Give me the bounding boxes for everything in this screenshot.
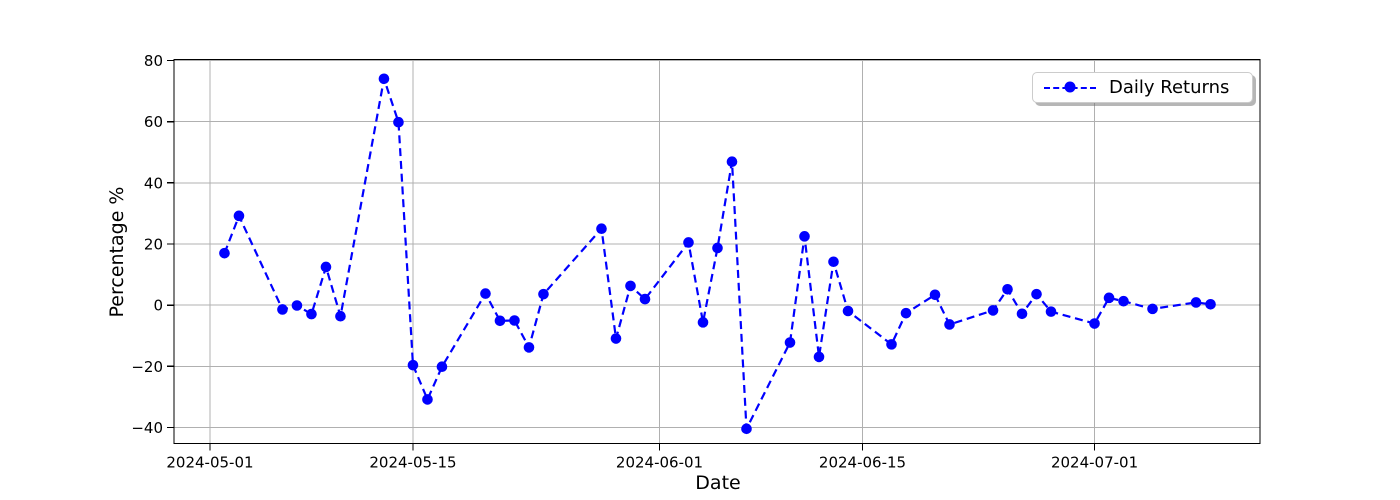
y-tick-label: 20 bbox=[144, 236, 163, 254]
y-tick-label: −40 bbox=[131, 419, 163, 437]
data-point-marker bbox=[1016, 308, 1028, 320]
data-point-marker bbox=[1205, 298, 1216, 310]
data-point-marker bbox=[929, 289, 941, 301]
data-point-marker bbox=[900, 307, 912, 319]
data-point-marker bbox=[799, 231, 810, 242]
data-point-marker bbox=[596, 223, 607, 235]
data-point-marker bbox=[219, 247, 230, 259]
legend-entry-label: Daily Returns bbox=[1109, 77, 1230, 98]
data-point-marker bbox=[683, 237, 694, 248]
y-tick-label: 40 bbox=[144, 174, 163, 192]
data-point-marker bbox=[1002, 283, 1013, 295]
y-axis-label: Percentage % bbox=[106, 186, 128, 318]
data-point-marker bbox=[828, 256, 839, 268]
y-tick-label: 60 bbox=[144, 113, 163, 131]
data-point-marker bbox=[1147, 303, 1158, 315]
data-point-marker bbox=[277, 304, 288, 315]
data-point-marker bbox=[1118, 295, 1129, 307]
data-point-marker bbox=[639, 293, 651, 305]
data-point-marker bbox=[784, 337, 796, 348]
data-point-marker bbox=[625, 280, 636, 292]
data-point-marker bbox=[987, 305, 999, 316]
data-point-marker bbox=[813, 351, 825, 363]
x-tick-label: 2024-06-15 bbox=[819, 454, 906, 472]
data-point-marker bbox=[480, 288, 491, 299]
x-tick-label: 2024-07-01 bbox=[1051, 454, 1138, 472]
data-point-marker bbox=[306, 308, 317, 320]
y-tick-label: 0 bbox=[153, 297, 163, 315]
legend: Daily Returns bbox=[1032, 72, 1253, 103]
y-tick-label: 80 bbox=[144, 52, 163, 70]
data-point-marker bbox=[726, 156, 738, 167]
daily-returns-line bbox=[223, 77, 1211, 430]
data-point-marker bbox=[378, 73, 390, 85]
data-point-marker bbox=[1031, 288, 1042, 300]
data-point-marker bbox=[741, 423, 752, 435]
y-tick-label: −20 bbox=[131, 358, 163, 376]
data-point-marker bbox=[494, 315, 506, 327]
data-point-marker bbox=[842, 305, 854, 317]
data-point-marker bbox=[697, 317, 709, 328]
plot-frame bbox=[173, 58, 1261, 445]
data-point-marker bbox=[1089, 318, 1100, 329]
data-point-marker bbox=[1103, 292, 1115, 304]
data-point-marker bbox=[233, 210, 245, 222]
data-point-marker bbox=[407, 359, 419, 371]
data-point-marker bbox=[944, 319, 955, 330]
data-point-marker bbox=[610, 333, 622, 344]
data-point-marker bbox=[320, 261, 332, 273]
data-point-marker bbox=[1045, 306, 1057, 317]
data-point-marker bbox=[291, 300, 303, 311]
x-tick-label: 2024-05-15 bbox=[369, 454, 456, 472]
data-point-marker bbox=[523, 342, 535, 353]
data-point-marker bbox=[1190, 297, 1202, 308]
data-point-marker bbox=[509, 315, 520, 326]
data-point-marker bbox=[436, 361, 448, 373]
data-point-marker bbox=[422, 394, 433, 405]
data-point-marker bbox=[712, 242, 723, 254]
x-tick-label: 2024-06-01 bbox=[616, 454, 703, 472]
legend-marker-icon bbox=[1064, 81, 1076, 93]
x-tick-label: 2024-05-01 bbox=[166, 454, 253, 472]
x-axis-label: Date bbox=[695, 472, 741, 494]
data-point-marker bbox=[886, 339, 897, 350]
data-point-marker bbox=[393, 116, 404, 128]
data-point-marker bbox=[335, 310, 346, 322]
data-point-marker bbox=[538, 288, 549, 300]
legend-dashed-line-icon bbox=[1044, 81, 1096, 93]
